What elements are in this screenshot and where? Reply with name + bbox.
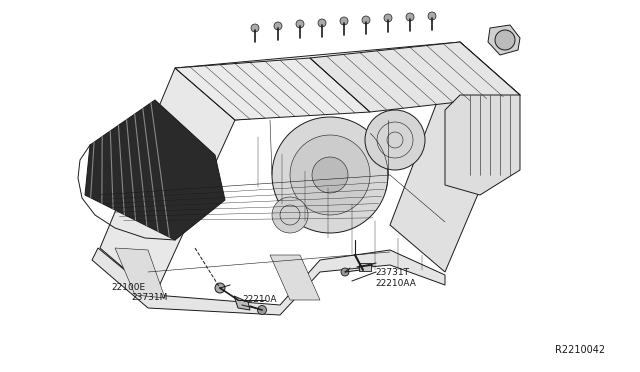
Circle shape (251, 24, 259, 32)
Polygon shape (85, 100, 225, 240)
Polygon shape (115, 248, 165, 298)
Polygon shape (445, 95, 520, 195)
Circle shape (312, 157, 348, 193)
Text: R2210042: R2210042 (555, 345, 605, 355)
Circle shape (340, 17, 348, 25)
Circle shape (428, 12, 436, 20)
Polygon shape (488, 25, 520, 55)
Circle shape (272, 197, 308, 233)
Text: 23731T: 23731T (376, 268, 410, 277)
Polygon shape (100, 68, 235, 295)
Polygon shape (310, 42, 520, 112)
Circle shape (341, 268, 349, 276)
Circle shape (257, 305, 266, 314)
Circle shape (365, 110, 425, 170)
Circle shape (362, 16, 370, 24)
Circle shape (296, 20, 304, 28)
Circle shape (272, 117, 388, 233)
Text: 22100E: 22100E (112, 283, 146, 292)
Polygon shape (175, 42, 520, 120)
Circle shape (274, 22, 282, 30)
Polygon shape (270, 255, 320, 300)
Text: 22210AA: 22210AA (376, 279, 417, 288)
FancyBboxPatch shape (359, 263, 371, 271)
Circle shape (384, 14, 392, 22)
Circle shape (318, 19, 326, 27)
Circle shape (215, 283, 225, 293)
Text: 22210A: 22210A (242, 295, 276, 304)
Polygon shape (390, 42, 520, 272)
Text: 23731M: 23731M (131, 293, 168, 302)
Polygon shape (92, 248, 445, 315)
Polygon shape (175, 58, 370, 120)
Polygon shape (234, 296, 250, 310)
Circle shape (406, 13, 414, 21)
Circle shape (495, 30, 515, 50)
Circle shape (290, 135, 370, 215)
